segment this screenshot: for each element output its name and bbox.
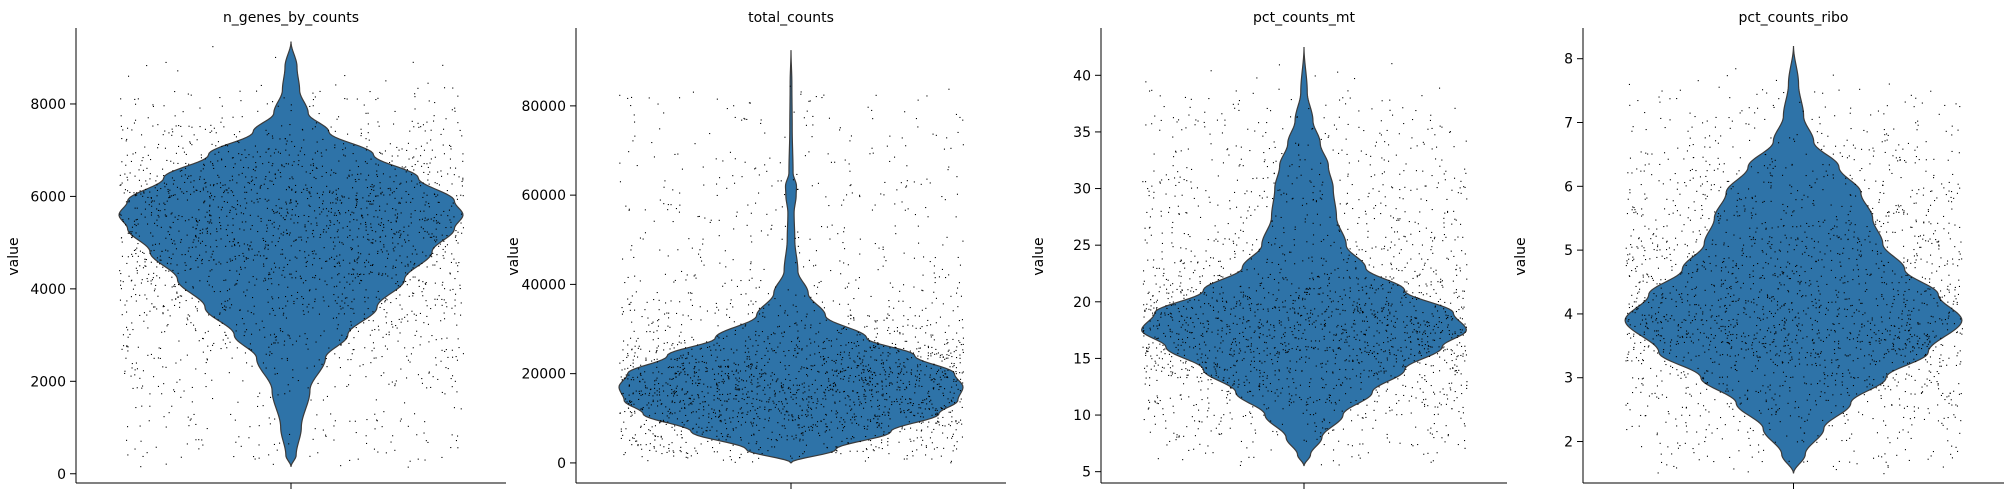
y-tick-label: 6000: [30, 189, 66, 205]
y-tick-label: 40000: [521, 277, 566, 293]
violin-body: [1624, 45, 1963, 474]
y-tick-label: 5: [1564, 243, 1573, 259]
panel-title: n_genes_by_counts: [223, 10, 359, 26]
violin-body: [618, 50, 964, 464]
y-tick-label: 15: [1073, 351, 1091, 367]
y-tick-label: 8: [1564, 52, 1573, 68]
jitter-points: [1142, 63, 1468, 466]
y-tick-label: 0: [57, 467, 66, 483]
y-axis-label: value: [1513, 237, 1529, 275]
violin-body: [1140, 46, 1468, 467]
violin-body: [118, 41, 464, 467]
y-tick-label: 2: [1564, 435, 1573, 451]
y-tick-label: 2000: [30, 374, 66, 390]
y-axis-label: value: [1031, 237, 1047, 275]
y-tick-label: 3: [1564, 371, 1573, 387]
y-tick-label: 0: [557, 456, 566, 472]
y-tick-label: 4: [1564, 307, 1573, 323]
y-tick-label: 10: [1073, 408, 1091, 424]
y-tick-label: 30: [1073, 182, 1091, 198]
y-axis-label: value: [506, 237, 522, 275]
y-tick-label: 7: [1564, 116, 1573, 132]
y-tick-label: 80000: [521, 99, 566, 115]
y-axis-label: value: [6, 237, 22, 275]
y-tick-label: 6: [1564, 179, 1573, 195]
y-tick-label: 8000: [30, 97, 66, 113]
panel-title: pct_counts_mt: [1253, 10, 1356, 26]
panel-title: total_counts: [748, 10, 834, 26]
y-tick-label: 20: [1073, 295, 1091, 311]
y-tick-label: 20000: [521, 367, 566, 383]
panel-title: pct_counts_ribo: [1739, 10, 1849, 26]
y-tick-label: 60000: [521, 188, 566, 204]
y-tick-label: 40: [1073, 68, 1091, 84]
jitter-points: [119, 46, 464, 468]
y-tick-label: 5: [1082, 465, 1091, 481]
jitter-points: [619, 85, 964, 464]
y-tick-label: 35: [1073, 125, 1091, 141]
y-tick-label: 4000: [30, 282, 66, 298]
y-tick-label: 25: [1073, 238, 1091, 254]
jitter-points: [1625, 68, 1963, 475]
